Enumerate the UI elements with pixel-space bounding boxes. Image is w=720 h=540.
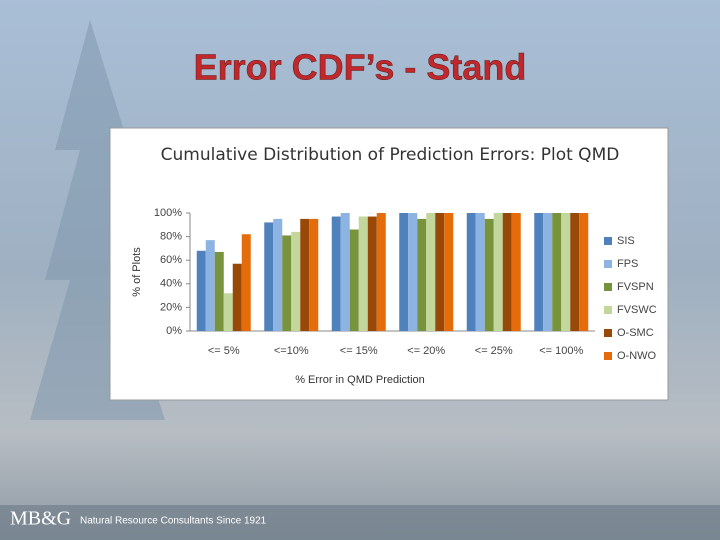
x-tick-label: <=10% [274, 345, 309, 357]
legend-label: FVSPN [617, 281, 654, 293]
bar [399, 213, 409, 331]
x-tick-label: <= 5% [208, 345, 240, 357]
bar [291, 231, 301, 331]
x-axis-label: % Error in QMD Prediction [295, 374, 425, 386]
legend-label: FPS [617, 258, 638, 270]
tagline: Natural Resource Consultants Since 1921 [80, 516, 267, 527]
bar [534, 213, 544, 331]
legend-swatch [604, 283, 612, 291]
legend-swatch [604, 260, 612, 268]
bar [408, 213, 418, 331]
y-tick-label: 80% [160, 231, 182, 243]
x-tick-label: <= 100% [539, 345, 583, 357]
chart-title: Cumulative Distribution of Prediction Er… [160, 145, 620, 165]
y-tick-label: 60% [160, 254, 182, 266]
bar [214, 251, 224, 331]
legend-swatch [604, 329, 612, 337]
legend-label: O-SMC [617, 327, 654, 339]
bar [340, 213, 350, 331]
bar [466, 213, 476, 331]
y-tick-label: 20% [160, 301, 182, 313]
bar [367, 216, 377, 331]
bar [223, 293, 233, 331]
bar [543, 213, 553, 331]
y-tick-label: 0% [166, 325, 182, 337]
legend-swatch [604, 306, 612, 314]
x-tick-label: <= 15% [340, 345, 378, 357]
bar [282, 235, 292, 331]
bar [502, 213, 512, 331]
bar [552, 213, 562, 331]
bar [205, 240, 215, 331]
bar [300, 218, 310, 331]
bar [358, 216, 368, 331]
bar [331, 216, 341, 331]
bar [570, 213, 580, 331]
bar [232, 263, 242, 331]
bar [484, 218, 494, 331]
bar [196, 250, 206, 331]
legend-label: FVSWC [617, 304, 657, 316]
footer-band [0, 505, 720, 540]
bar [426, 213, 436, 331]
y-tick-label: 100% [154, 207, 182, 219]
bar [475, 213, 485, 331]
bar [435, 213, 445, 331]
bar [511, 213, 521, 331]
bar [349, 229, 359, 331]
bar [376, 213, 386, 331]
x-tick-label: <= 20% [407, 345, 445, 357]
bar [493, 213, 503, 331]
y-axis-label: % of Plots [131, 247, 143, 297]
slide-title: Error CDF’s - Stand [194, 47, 527, 88]
legend-label: SIS [617, 235, 635, 247]
bar [444, 213, 454, 331]
legend-swatch [604, 352, 612, 360]
x-tick-label: <= 25% [475, 345, 513, 357]
legend-swatch [604, 237, 612, 245]
bar [241, 234, 251, 331]
bar [417, 218, 427, 331]
y-tick-label: 40% [160, 278, 182, 290]
bar [264, 222, 274, 331]
bar [561, 213, 571, 331]
legend-label: O-NWO [617, 350, 657, 362]
bar [273, 218, 283, 331]
bar [579, 213, 589, 331]
logo: MB&G [10, 508, 71, 530]
bar [309, 218, 319, 331]
